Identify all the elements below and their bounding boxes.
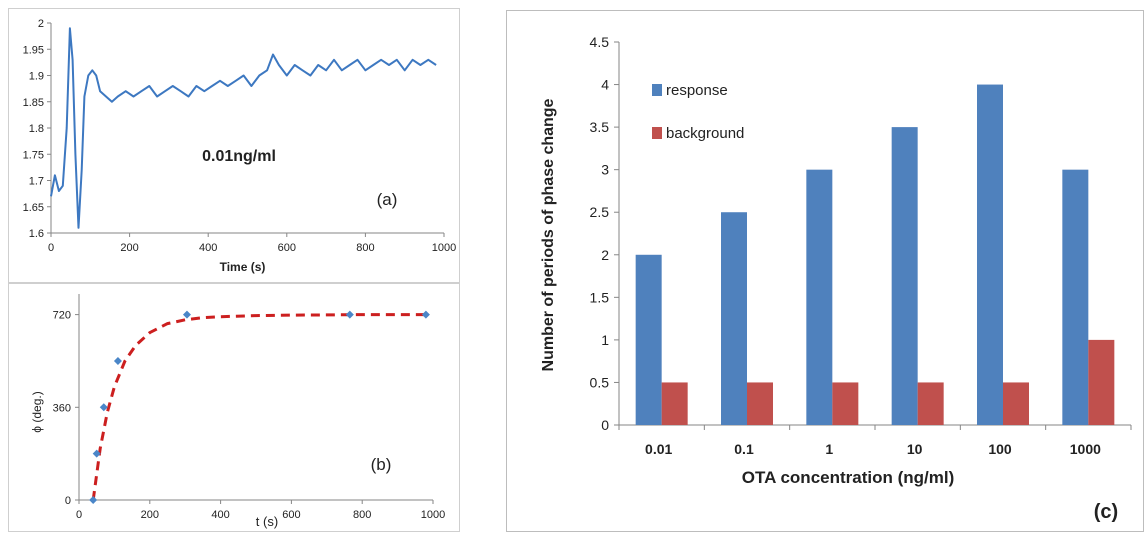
x-tick-label: 1000 — [421, 509, 445, 521]
response-bar — [635, 254, 662, 425]
x-tick-label: 1000 — [432, 242, 456, 254]
x-tick-label: 0 — [76, 509, 82, 521]
legend-swatch-background — [652, 127, 662, 139]
y-tick-label: 0 — [65, 495, 71, 507]
data-point-marker — [421, 310, 430, 319]
category-label: 1 — [825, 441, 833, 457]
data-point-marker — [113, 356, 122, 365]
data-point-marker — [99, 403, 108, 412]
panel-label-c: (c) — [1094, 501, 1118, 523]
x-tick-label: 800 — [353, 509, 371, 521]
x-axis-title: Time (s) — [220, 260, 266, 274]
y-tick-label: 1.6 — [29, 228, 44, 240]
chart-panel-b: 0 360 720 0 200 400 600 800 1000 t (s) ϕ (deg.) (b) — [8, 283, 460, 532]
x-tick-label: 600 — [282, 509, 300, 521]
response-bar — [977, 84, 1003, 426]
time-trace-chart: 1.6 1.65 1.7 1.75 1.8 1.85 1.9 1.95 2 0 200 400 600 8… — [23, 18, 457, 274]
category-label: 0.1 — [734, 441, 754, 457]
x-tick-label: 400 — [211, 509, 229, 521]
data-point-marker — [92, 449, 101, 458]
legend-label-response: response — [666, 82, 728, 99]
phase-fit-chart: 0 360 720 0 200 400 600 800 1000 t (s) ϕ (deg.) (b) — [30, 294, 445, 529]
y-tick-label: 720 — [53, 310, 71, 322]
y-tick-label: 2 — [601, 247, 609, 263]
background-bar — [832, 382, 859, 425]
panel-label-a: (a) — [377, 190, 398, 209]
x-tick-label: 600 — [278, 242, 296, 254]
y-tick-label: 1.75 — [23, 149, 44, 161]
x-tick-label: 200 — [120, 242, 138, 254]
background-bar — [747, 382, 773, 425]
x-tick-label: 200 — [141, 509, 159, 521]
background-bar — [661, 382, 688, 425]
y-tick-label: 3.5 — [590, 119, 610, 135]
background-bar — [1003, 382, 1029, 425]
y-axis-title: ϕ (deg.) — [30, 391, 44, 432]
y-tick-label: 2.5 — [590, 204, 610, 220]
legend-swatch-response — [652, 84, 662, 96]
x-tick-label: 400 — [199, 242, 217, 254]
y-tick-label: 1.8 — [29, 123, 44, 135]
y-tick-label: 1 — [601, 332, 609, 348]
y-tick-label: 0 — [601, 417, 609, 433]
y-tick-label: 1.65 — [23, 202, 44, 214]
y-tick-label: 4 — [601, 77, 609, 93]
x-axis-title: t (s) — [256, 514, 278, 529]
y-tick-label: 1.5 — [590, 289, 610, 305]
y-tick-label: 3 — [601, 162, 609, 178]
y-tick-label: 1.7 — [29, 176, 44, 188]
y-tick-label: 2 — [38, 18, 44, 30]
bar-chart: 0 0.5 1 1.5 2 2.5 3 3.5 4 4.5 0.01 0.1 1 10 100 1000 OTA… — [540, 34, 1132, 523]
category-label: 0.01 — [645, 441, 672, 457]
y-axis-title: Number of periods of phase change — [540, 98, 557, 371]
x-axis-title: OTA concentration (ng/ml) — [742, 468, 955, 487]
data-point-marker — [182, 310, 191, 319]
data-point-marker — [345, 310, 354, 319]
y-tick-label: 4.5 — [590, 34, 610, 50]
panel-label-b: (b) — [371, 455, 392, 474]
y-tick-label: 360 — [53, 402, 71, 414]
chart-panel-c: 0 0.5 1 1.5 2 2.5 3 3.5 4 4.5 0.01 0.1 1 10 100 1000 OTA… — [506, 10, 1144, 532]
response-bar — [806, 169, 833, 425]
data-point-marker — [89, 496, 98, 504]
y-tick-label: 0.5 — [590, 374, 610, 390]
category-label: 100 — [988, 441, 1012, 457]
background-bar — [917, 382, 944, 425]
background-bar — [1088, 339, 1115, 425]
y-tick-label: 1.85 — [23, 97, 44, 109]
category-label: 10 — [907, 441, 923, 457]
y-tick-label: 1.95 — [23, 44, 44, 56]
x-tick-label: 0 — [48, 242, 54, 254]
signal-line — [50, 27, 437, 229]
category-label: 1000 — [1070, 441, 1101, 457]
legend-label-background: background — [666, 125, 744, 142]
fit-curve — [91, 313, 426, 501]
y-tick-label: 1.9 — [29, 71, 44, 83]
response-bar — [891, 127, 918, 425]
response-bar — [1062, 169, 1089, 425]
response-bar — [721, 212, 747, 425]
concentration-annotation: 0.01ng/ml — [202, 148, 276, 165]
chart-panel-a: 1.6 1.65 1.7 1.75 1.8 1.85 1.9 1.95 2 0 200 400 600 8… — [8, 8, 460, 283]
x-tick-label: 800 — [356, 242, 374, 254]
